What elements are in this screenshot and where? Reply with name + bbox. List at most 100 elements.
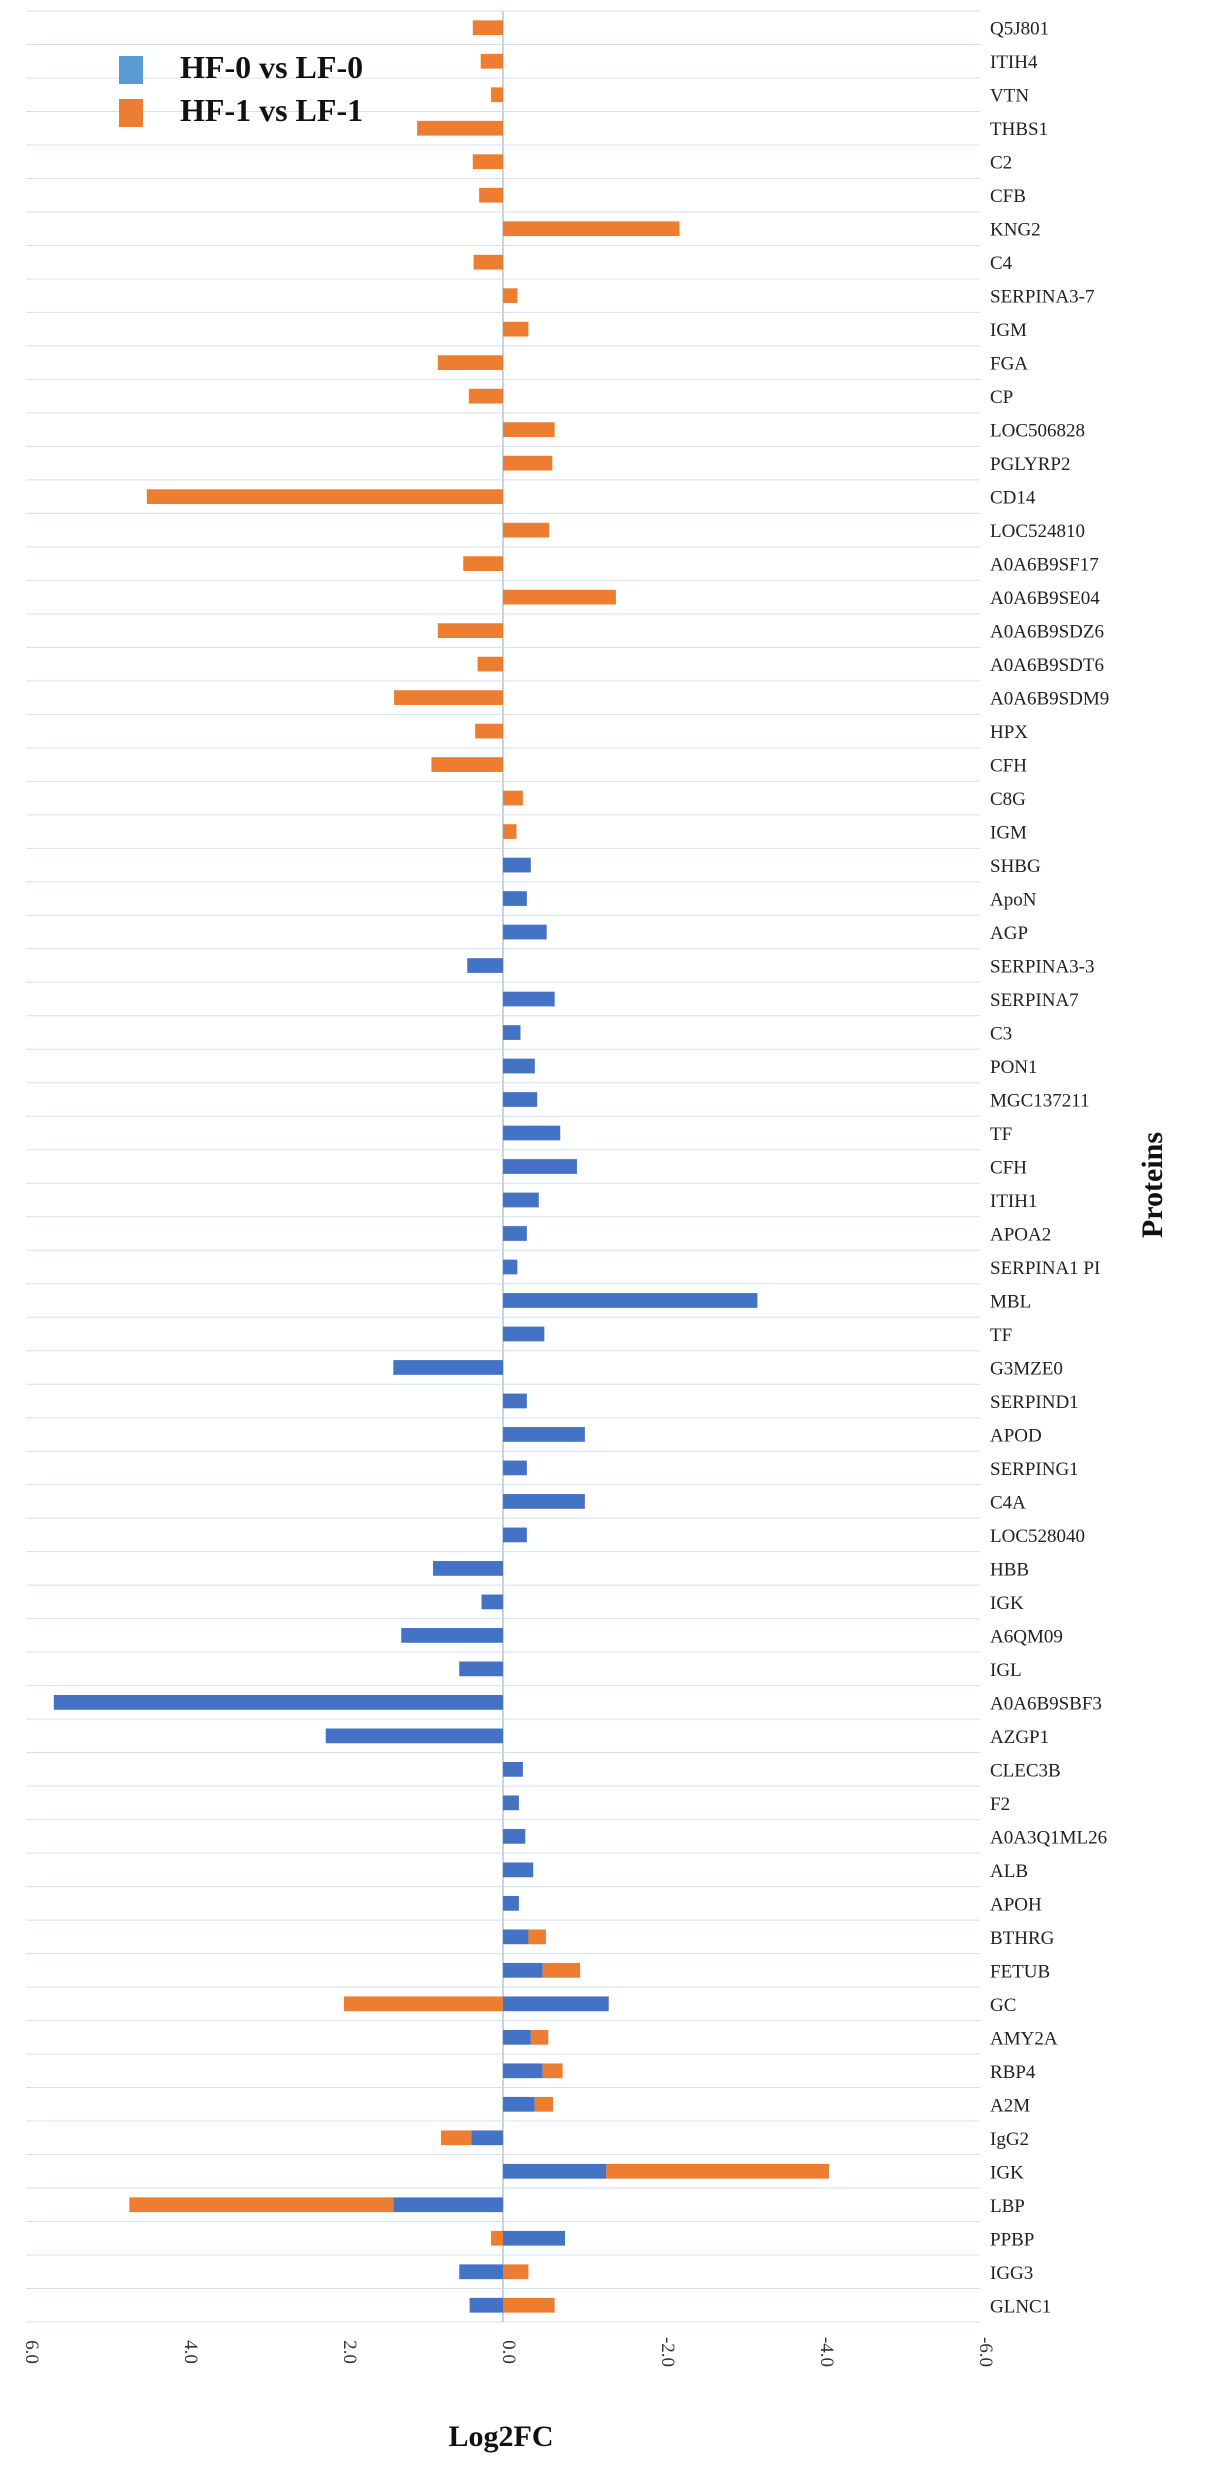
bar-hf1 [534,2096,554,2112]
bar-hf1 [528,1929,546,1945]
category-label: GLNC1 [990,2296,1051,2317]
category-label: HPX [990,722,1028,743]
category-label: A0A6B9SDT6 [990,655,1104,676]
bar-hf0 [503,1996,609,2012]
bar-hf1 [491,2230,503,2246]
bar-hf0 [503,1460,527,1476]
category-label: CFH [990,756,1027,777]
bar-hf1 [475,723,503,739]
category-label: IGG3 [990,2263,1033,2284]
bar-hf1 [503,455,553,471]
category-label: A0A3Q1ML26 [990,1827,1107,1848]
x-tick-label: -4.0 [816,2337,837,2367]
bar-hf1 [503,824,517,839]
category-label: AMY2A [990,2028,1058,2049]
bar-hf0 [503,1895,519,1911]
bar-hf0 [467,958,503,973]
bar-hf1 [480,53,503,69]
category-label: IGL [990,1660,1022,1681]
bar-hf0 [503,1025,521,1040]
category-label: A6QM09 [990,1626,1063,1647]
category-label: SERPINA1 PI [990,1258,1100,1279]
bar-hf0 [503,1125,561,1141]
category-label: C4 [990,253,1013,274]
category-label: SERPIND1 [990,1392,1079,1413]
bar-hf0 [503,1259,518,1275]
category-label: A0A6B9SBF3 [990,1693,1102,1714]
category-label: BTHRG [990,1928,1055,1949]
category-label: C2 [990,153,1012,174]
bar-hf0 [503,1962,543,1978]
bar-hf0 [503,1494,585,1509]
category-label: VTN [990,86,1029,107]
x-tick-label: -2.0 [657,2337,678,2367]
category-label: SHBG [990,856,1041,877]
bar-hf0 [393,1360,503,1375]
category-label: AZGP1 [990,1727,1049,1748]
bar-hf0 [503,2163,607,2179]
bar-hf0 [433,1561,503,1576]
category-label: SERPINA3-7 [990,287,1095,308]
category-label: FGA [990,354,1028,375]
bar-hf1 [473,254,503,270]
bar-hf1 [146,489,503,505]
bar-hf1 [468,388,503,404]
category-labels: Q5J801 ITIH4 VTN THBS1 C2 CFB KNG2 C4 SERPINA3-7… [990,19,1109,2318]
bar-hf0 [503,1058,535,1074]
category-label: A0A6B9SF17 [990,555,1099,576]
bar-hf0 [503,1762,523,1777]
bar-hf1 [472,154,503,170]
bar-hf0 [503,924,547,940]
bar-hf1 [503,321,529,337]
bar-hf1 [542,2063,563,2079]
bar-hf1 [129,2197,394,2213]
bar-hf0 [53,1695,503,1710]
category-label: A0A6B9SDZ6 [990,622,1104,643]
category-label: RBP4 [990,2062,1036,2083]
category-label: LOC506828 [990,421,1085,442]
category-label: SERPINA3-3 [990,957,1095,978]
legend-label-hf1: HF-1 vs LF-1 [180,92,363,128]
category-label: CD14 [990,488,1036,509]
bar-hf0 [325,1728,503,1744]
bar-hf1 [344,1996,503,2012]
bar-hf1 [503,790,523,806]
bar-hf0 [503,1828,526,1844]
bar-hf0 [503,1092,538,1107]
category-label: A0A6B9SDM9 [990,689,1109,710]
category-label: FETUB [990,1961,1050,1982]
category-label: THBS1 [990,119,1048,140]
category-label: AGP [990,923,1028,944]
bar-hf1 [472,20,503,36]
bar-hf1 [503,522,550,538]
bar-hf0 [393,2197,503,2213]
x-tick-label: -6.0 [975,2337,996,2367]
category-label: HBB [990,1559,1029,1580]
bar-hf0 [503,857,531,873]
category-label: A0A6B9SE04 [990,588,1100,609]
category-label: MBL [990,1291,1031,1312]
category-label: APOD [990,1425,1042,1446]
bar-hf1 [530,2029,549,2045]
bar-hf0 [503,1929,529,1945]
bar-hf1 [437,623,503,638]
bar-hf0 [503,1862,534,1878]
category-label: PGLYRP2 [990,454,1070,475]
bar-hf1 [463,556,503,571]
category-label: C8G [990,789,1026,810]
category-label: GC [990,1995,1016,2016]
bar-hf0 [459,2264,503,2280]
bar-hf0 [503,2096,535,2112]
x-tick-label: 6.0 [21,2340,42,2364]
category-label: CLEC3B [990,1760,1061,1781]
bar-hf1 [503,288,518,304]
bar-hf0 [503,1192,539,1208]
category-label: MGC137211 [990,1091,1090,1112]
x-tick-label: 2.0 [339,2340,360,2364]
x-tick-labels: 6.0 4.0 2.0 0.0 -2.0 -4.0 -6.0 [21,2337,996,2367]
category-label: SERPINA7 [990,990,1079,1011]
legend-label-hf0: HF-0 vs LF-0 [180,49,363,85]
category-label: ALB [990,1861,1028,1882]
category-label: Q5J801 [990,19,1049,40]
category-label: C3 [990,1024,1012,1045]
